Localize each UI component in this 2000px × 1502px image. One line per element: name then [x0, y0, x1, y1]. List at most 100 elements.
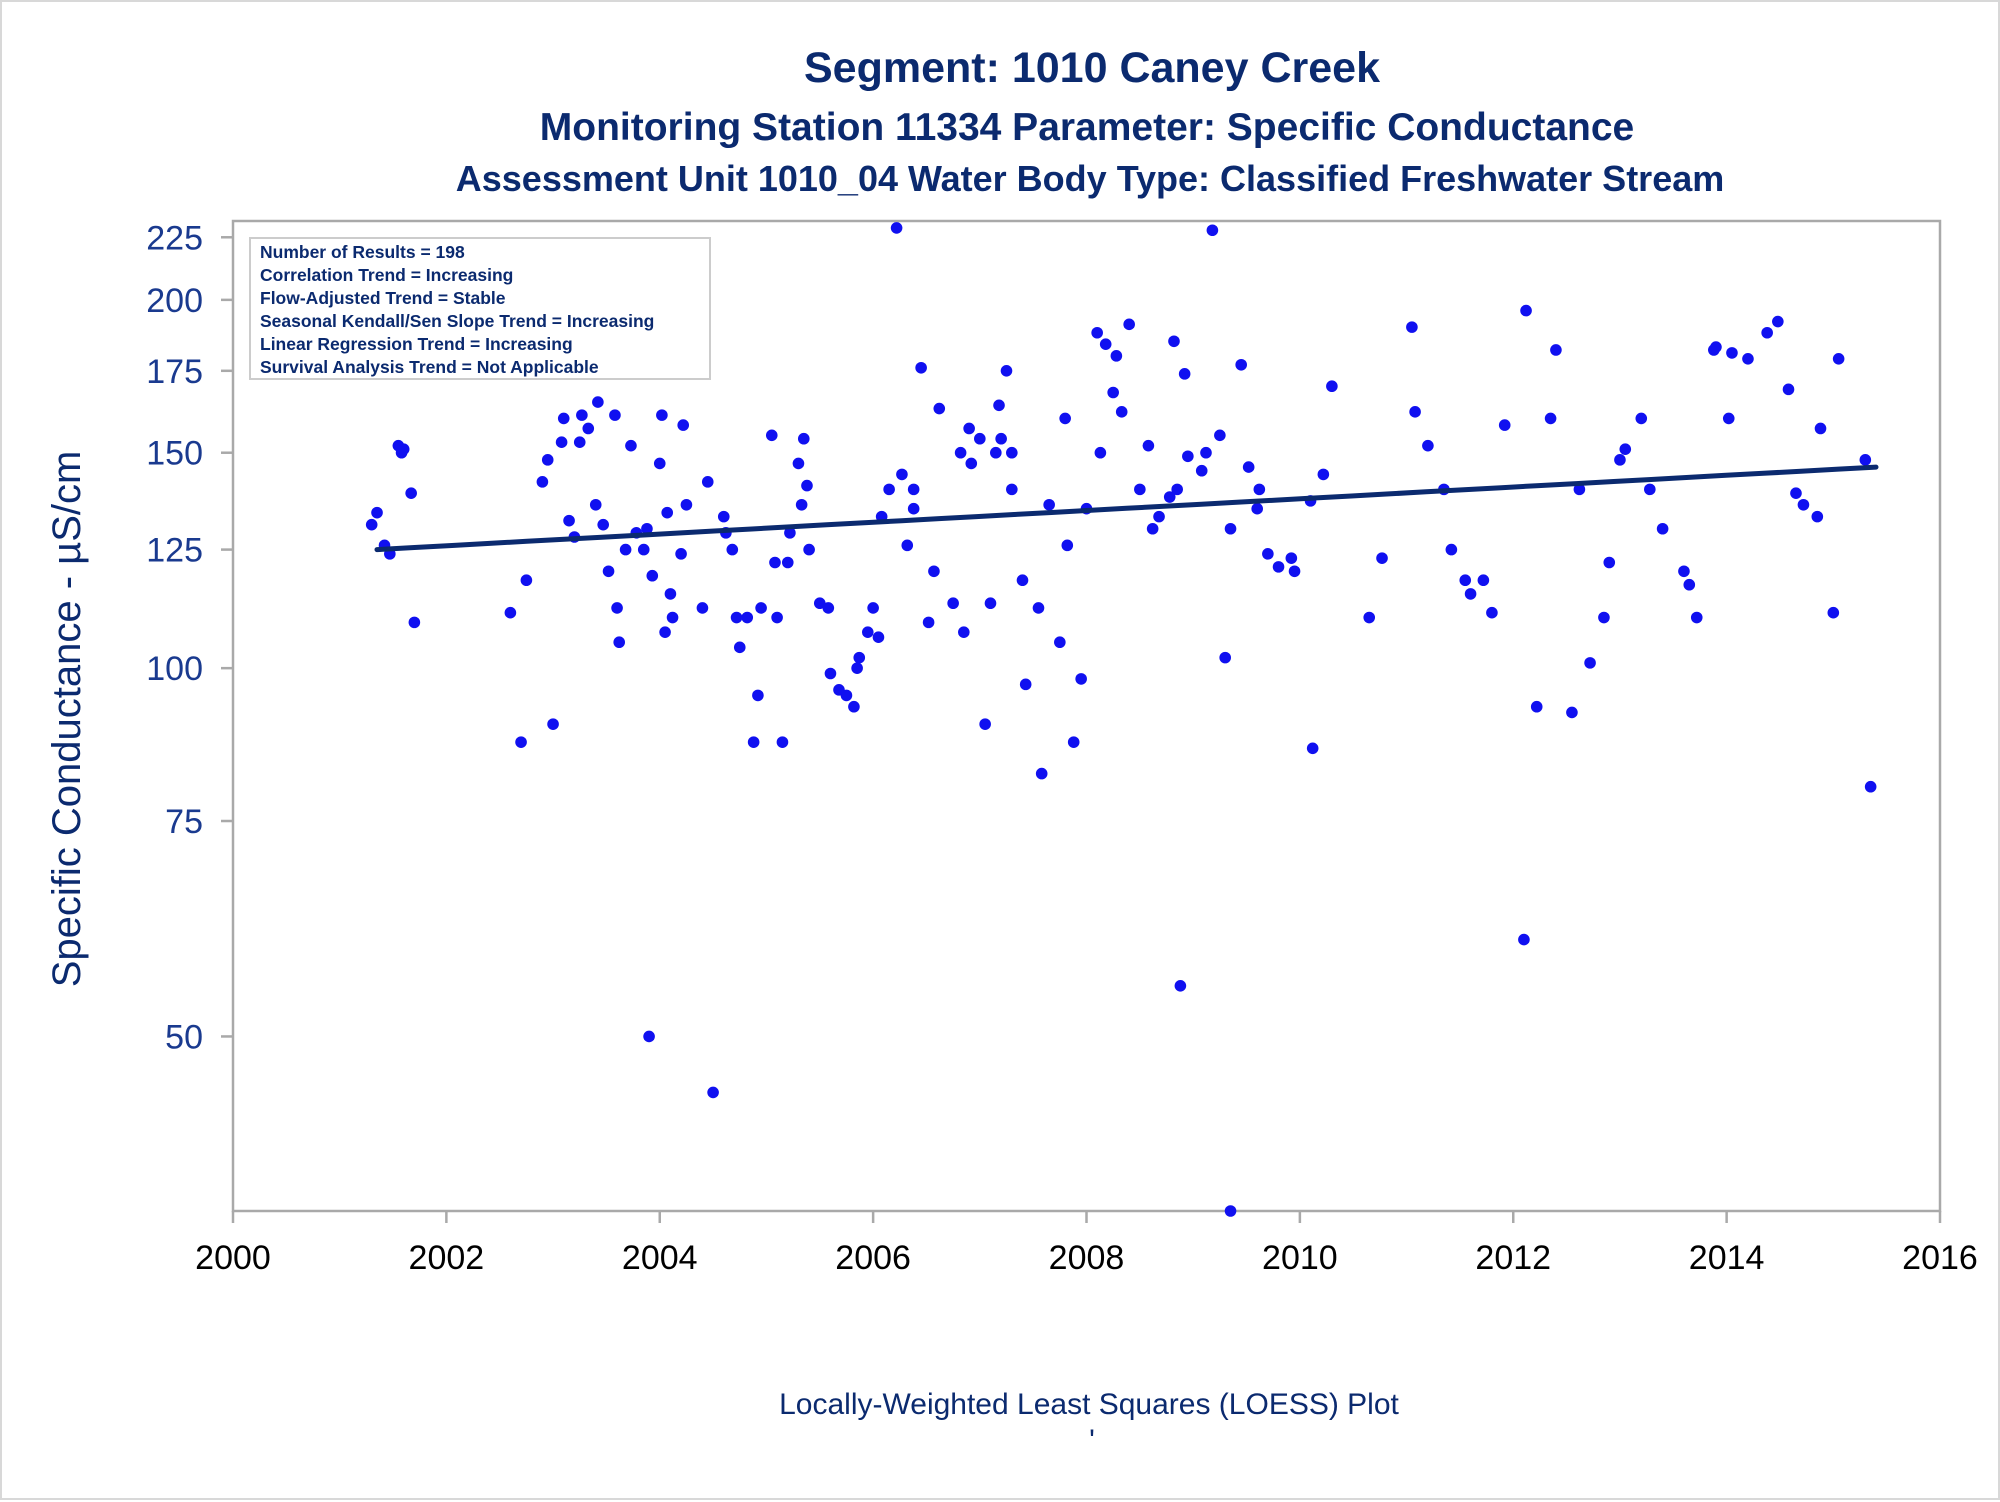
data-point-176	[1635, 412, 1648, 425]
y-tick-label-225: 225	[146, 219, 203, 257]
data-point-14	[547, 718, 559, 730]
data-point-116	[1091, 326, 1103, 339]
data-point-56	[752, 689, 764, 702]
data-point-29	[613, 636, 626, 649]
data-point-158	[1445, 543, 1458, 556]
data-point-134	[1200, 446, 1212, 459]
data-point-143	[1253, 483, 1266, 496]
y-tick-label-100: 100	[146, 650, 203, 688]
y-tick-label-175: 175	[146, 353, 203, 391]
data-point-153	[1376, 552, 1388, 564]
data-point-27	[609, 409, 621, 421]
data-point-168	[1550, 344, 1562, 356]
data-point-142	[1251, 502, 1263, 515]
data-point-6	[397, 443, 410, 455]
data-point-121	[1115, 406, 1128, 418]
data-point-183	[1710, 341, 1722, 353]
data-point-98	[984, 597, 997, 610]
data-point-119	[1107, 386, 1119, 399]
data-point-54	[741, 611, 754, 624]
x-tick-label-2008: 2008	[1049, 1239, 1125, 1277]
data-point-96	[974, 432, 986, 445]
data-point-60	[771, 611, 783, 624]
data-point-164	[1518, 933, 1530, 946]
legend-entry-correlation: Correlation Trend = Increasing	[260, 265, 513, 285]
data-point-24	[592, 396, 604, 408]
data-point-129	[1171, 483, 1183, 496]
data-point-196	[1859, 454, 1872, 466]
data-point-82	[890, 222, 903, 234]
data-point-69	[813, 597, 826, 610]
data-point-23	[589, 498, 602, 511]
data-point-43	[675, 548, 687, 560]
data-point-99	[990, 446, 1002, 459]
data-point-36	[646, 569, 659, 582]
data-point-88	[922, 616, 935, 629]
data-point-150	[1317, 468, 1330, 481]
data-point-41	[664, 588, 677, 600]
trend-layer	[374, 464, 1879, 553]
data-point-87	[915, 361, 927, 374]
data-point-89	[928, 565, 940, 578]
data-point-42	[666, 611, 679, 624]
y-axis: 50 75 100 125 150 175 200 225	[146, 219, 233, 1056]
data-point-11	[520, 574, 533, 587]
data-point-31	[625, 439, 637, 452]
footnote-loess: Locally-Weighted Least Squares (LOESS) P…	[779, 1388, 1399, 1421]
data-point-30	[619, 543, 632, 556]
data-point-92	[954, 446, 967, 459]
data-point-136	[1214, 429, 1226, 442]
data-point-169	[1566, 706, 1578, 719]
data-point-155	[1409, 406, 1421, 418]
data-point-21	[576, 409, 588, 421]
data-point-181	[1690, 611, 1703, 624]
data-point-141	[1242, 461, 1255, 473]
data-point-67	[801, 479, 813, 492]
data-point-145	[1272, 561, 1285, 573]
data-point-173	[1603, 556, 1616, 569]
data-point-49	[717, 510, 730, 523]
data-point-63	[784, 527, 796, 539]
loess-trend-line	[374, 464, 1879, 553]
data-point-0	[365, 518, 378, 531]
data-point-151	[1326, 380, 1338, 393]
data-point-174	[1614, 454, 1626, 466]
data-point-130	[1174, 980, 1187, 992]
data-point-117	[1094, 446, 1107, 459]
data-point-74	[848, 700, 860, 713]
data-point-108	[1035, 767, 1048, 780]
legend-entry-flow-adjusted: Flow-Adjusted Trend = Stable	[260, 288, 506, 308]
data-point-149	[1306, 742, 1319, 755]
data-point-95	[965, 457, 978, 470]
data-point-26	[602, 565, 615, 578]
data-point-68	[803, 543, 815, 556]
chart-subtitle-station: Monitoring Station 11334 Parameter: Spec…	[540, 106, 1634, 149]
x-tick-label-2016: 2016	[1902, 1239, 1978, 1277]
data-point-47	[701, 476, 714, 488]
data-point-39	[659, 626, 671, 639]
data-point-94	[963, 422, 975, 435]
data-point-1	[371, 506, 383, 519]
x-tick-label-2012: 2012	[1475, 1239, 1551, 1277]
data-point-127	[1163, 491, 1176, 503]
y-tick-label-75: 75	[165, 803, 203, 841]
data-point-185	[1726, 347, 1738, 359]
data-point-135	[1206, 224, 1219, 237]
chart-title: Segment: 1010 Caney Creek	[804, 44, 1380, 92]
x-tick-label-2006: 2006	[835, 1239, 911, 1277]
legend-entry-survival-analysis: Survival Analysis Trend = Not Applicable	[260, 357, 599, 377]
data-point-22	[582, 422, 595, 435]
data-point-58	[765, 429, 778, 442]
data-point-52	[730, 611, 743, 624]
y-tick-label-150: 150	[146, 435, 203, 473]
data-point-107	[1032, 602, 1045, 614]
data-point-8	[408, 616, 421, 629]
data-point-187	[1761, 326, 1773, 339]
data-point-114	[1075, 673, 1087, 685]
data-point-46	[696, 602, 709, 614]
data-point-188	[1772, 315, 1784, 328]
data-point-9	[504, 606, 517, 619]
data-point-170	[1573, 483, 1586, 496]
data-point-78	[867, 602, 879, 614]
